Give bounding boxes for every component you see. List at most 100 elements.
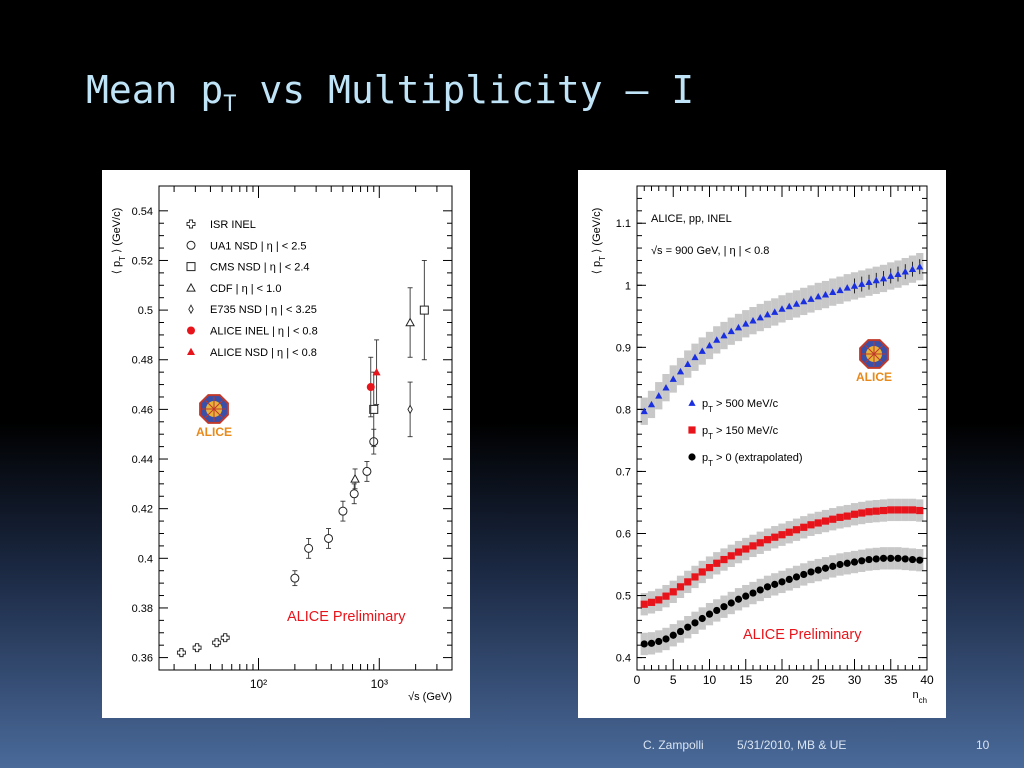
legend-marker xyxy=(688,426,696,434)
data-point xyxy=(807,521,815,529)
data-point xyxy=(713,336,721,343)
y-tick-label: 0.5 xyxy=(138,305,153,317)
legend-label: CMS NSD | η | < 2.4 xyxy=(210,262,310,274)
data-point xyxy=(749,317,757,324)
data-point xyxy=(850,282,859,289)
x-axis-label: nch xyxy=(913,689,927,705)
y-tick-label: 1.1 xyxy=(616,218,631,230)
data-point xyxy=(727,599,735,607)
title-rest: vs Multiplicity – I xyxy=(236,68,695,112)
data-point xyxy=(778,578,786,586)
data-point xyxy=(220,633,230,643)
data-point xyxy=(647,598,656,606)
data-point xyxy=(850,510,859,518)
data-point xyxy=(720,555,728,564)
annotation-alice-preliminary: ALICE Preliminary xyxy=(743,627,862,643)
chart-left-svg: 0.36 0.38 0.4 0.42 0.44 0.46 0.48 0.5 0.52 0.54 10… xyxy=(111,185,453,703)
data-point xyxy=(850,558,859,566)
x-axis-label: √s (GeV) xyxy=(408,691,452,703)
y-tick-label: 0.42 xyxy=(132,504,153,516)
data-point xyxy=(836,286,844,294)
data-point xyxy=(785,575,793,584)
data-point xyxy=(916,556,924,564)
data-point xyxy=(894,554,902,562)
y-tick-label: 0.7 xyxy=(616,466,631,478)
data-point xyxy=(763,310,772,318)
data-point xyxy=(698,568,706,576)
data-point xyxy=(792,526,801,534)
data-point xyxy=(843,512,851,520)
y-tick-label: 0.5 xyxy=(616,591,631,603)
data-point xyxy=(720,603,728,611)
data-point xyxy=(908,555,917,564)
data-point xyxy=(916,506,924,515)
data-point xyxy=(865,278,873,286)
data-point xyxy=(192,643,202,653)
data-point xyxy=(640,600,648,608)
data-point xyxy=(290,573,300,583)
data-point xyxy=(821,564,830,572)
data-point xyxy=(655,392,663,399)
footer-page-number: 10 xyxy=(976,738,990,752)
data-point xyxy=(872,507,880,515)
data-point xyxy=(705,564,714,572)
data-point xyxy=(865,555,873,564)
data-point xyxy=(713,606,721,615)
data-point xyxy=(742,545,750,553)
data-point xyxy=(771,580,779,588)
x-tick-label: 35 xyxy=(884,673,898,687)
data-point xyxy=(901,506,909,514)
data-point xyxy=(887,554,895,562)
data-point xyxy=(720,331,728,339)
data-point xyxy=(800,570,808,579)
data-point xyxy=(821,517,830,525)
data-point xyxy=(807,568,815,576)
x-tick-label: 10² xyxy=(250,677,267,691)
x-tick-label: 0 xyxy=(634,673,641,687)
data-point xyxy=(814,566,822,574)
data-point xyxy=(705,341,714,349)
legend-label: ALICE NSD | η | < 0.8 xyxy=(210,347,317,359)
data-point xyxy=(763,583,772,591)
data-point xyxy=(792,573,801,581)
data-point xyxy=(647,400,656,408)
data-point xyxy=(771,533,779,541)
data-point xyxy=(676,583,685,591)
data-point xyxy=(669,631,677,639)
data-point xyxy=(901,555,909,563)
y-tick-label: 0.48 xyxy=(132,355,153,367)
data-point xyxy=(872,276,880,284)
y-axis-label: ⟨ pT ⟩ (GeV/c) xyxy=(111,208,127,275)
data-point xyxy=(734,323,743,331)
data-point xyxy=(176,648,186,658)
title-main: Mean p xyxy=(86,68,224,112)
data-point xyxy=(349,489,359,499)
data-point xyxy=(879,554,888,562)
data-point xyxy=(698,614,706,623)
x-tick-label: 20 xyxy=(775,673,789,687)
legend-marker xyxy=(186,240,196,250)
data-point xyxy=(698,347,706,354)
data-point xyxy=(916,263,924,270)
legend-label: pT > 0 (extrapolated) xyxy=(702,452,803,468)
data-point xyxy=(640,407,648,415)
data-point xyxy=(405,317,415,327)
data-point xyxy=(662,635,670,643)
legend-marker xyxy=(188,304,194,315)
data-point xyxy=(713,559,721,567)
data-point xyxy=(362,466,372,476)
data-point xyxy=(894,270,902,277)
data-point xyxy=(756,313,764,321)
data-point xyxy=(858,509,866,517)
data-point xyxy=(369,404,379,414)
y-tick-label: 0.38 xyxy=(132,603,153,615)
x-tick-label: 10 xyxy=(703,673,717,687)
data-point xyxy=(366,383,375,392)
data-point xyxy=(662,384,670,391)
x-tick-label: 30 xyxy=(848,673,862,687)
x-tick-label: 15 xyxy=(739,673,753,687)
y-tick-label: 0.4 xyxy=(138,553,153,565)
data-point xyxy=(829,562,837,570)
data-point xyxy=(908,506,917,514)
chart-right-svg: 0.4 0.5 0.6 0.7 0.8 0.9 1 1.1 0 5 10 15 20 25 30 35 40 nc… xyxy=(591,185,934,705)
